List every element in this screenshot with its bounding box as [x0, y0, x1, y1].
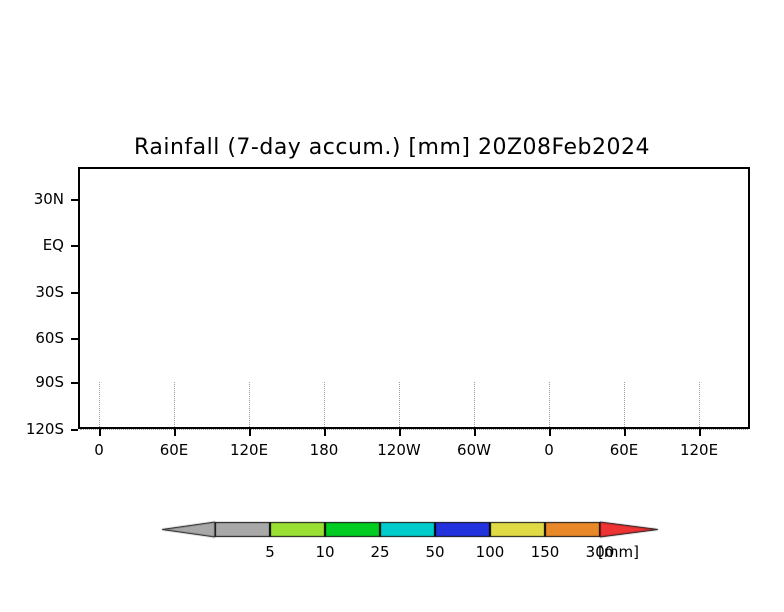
horizontal-gridline [80, 429, 748, 430]
x-tick-label: 0 [544, 441, 554, 459]
colorbar-tick-label: 10 [315, 543, 335, 561]
figure-title: Rainfall (7-day accum.) [mm] 20Z08Feb202… [134, 135, 650, 160]
x-tick-label: 60E [609, 441, 639, 459]
y-tick-label: 30S [35, 283, 64, 301]
y-tick-mark [71, 292, 78, 294]
x-tick-mark [174, 429, 176, 436]
colorbar-tick-label: 150 [530, 543, 560, 561]
vertical-gridline [249, 382, 250, 427]
x-tick-label: 120E [229, 441, 269, 459]
vertical-gridline [699, 382, 700, 427]
x-tick-label: 180 [309, 441, 339, 459]
colorbar-tick-label: 25 [370, 543, 390, 561]
x-tick-mark [399, 429, 401, 436]
vertical-gridline [99, 382, 100, 427]
x-tick-mark [99, 429, 101, 436]
x-tick-mark [474, 429, 476, 436]
x-tick-label: 60E [159, 441, 189, 459]
x-tick-mark [324, 429, 326, 436]
vertical-gridline [624, 382, 625, 427]
vertical-gridline [324, 382, 325, 427]
y-tick-label: 120S [25, 420, 64, 438]
y-tick-mark [71, 245, 78, 247]
y-tick-label: 90S [35, 373, 64, 391]
x-tick-label: 120E [679, 441, 719, 459]
y-tick-label: 30N [33, 190, 64, 208]
x-tick-mark [624, 429, 626, 436]
colorbar-tick-label: 5 [265, 543, 275, 561]
x-tick-label: 60W [457, 441, 491, 459]
colorbar-tick-label: 300 [585, 543, 615, 561]
y-tick-mark [71, 382, 78, 384]
y-tick-label: EQ [42, 236, 64, 254]
plot-frame-border [78, 167, 750, 429]
y-tick-label: 60S [35, 329, 64, 347]
colorbar: 5 10 25 50 100 150 300 [mm] [150, 518, 670, 568]
colorbar-tick-label: 100 [475, 543, 505, 561]
map-plot-area: 30N EQ 30S 60S 90S 120S 0 60E 120E 180 120W 60W 0 60… [26, 167, 750, 459]
vertical-gridline [549, 382, 550, 427]
y-tick-mark [71, 199, 78, 201]
x-tick-mark [249, 429, 251, 436]
x-tick-label: 120W [377, 441, 421, 459]
colorbar-unit-label: [mm] [598, 543, 639, 561]
x-tick-label: 0 [94, 441, 104, 459]
y-tick-mark [71, 429, 78, 431]
vertical-gridline [474, 382, 475, 427]
colorbar-tick-label: 50 [425, 543, 445, 561]
colorbar-swatches [150, 518, 670, 542]
vertical-gridline [399, 382, 400, 427]
vertical-gridline [174, 382, 175, 427]
y-tick-mark [71, 338, 78, 340]
x-tick-mark [699, 429, 701, 436]
x-tick-mark [549, 429, 551, 436]
